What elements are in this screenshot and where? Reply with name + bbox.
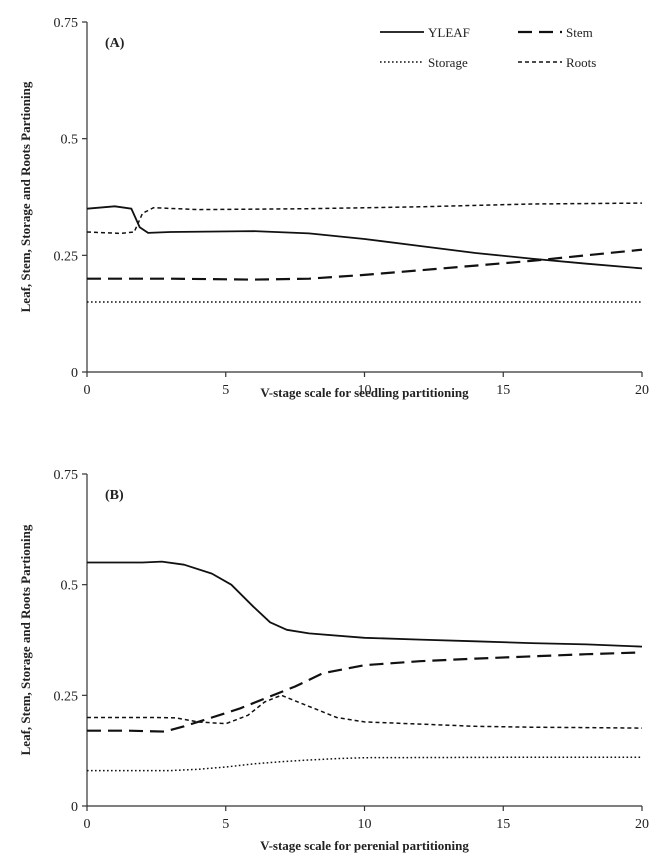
x-tick-label: 0 bbox=[84, 817, 91, 832]
panel-label: (B) bbox=[105, 488, 124, 503]
y-tick-label: 0.75 bbox=[54, 468, 79, 483]
legend-label-roots: Roots bbox=[566, 55, 596, 70]
legend-label-storage: Storage bbox=[428, 55, 468, 70]
series-line-stem bbox=[87, 651, 643, 733]
series-line-roots bbox=[86, 202, 643, 235]
x-tick-label: 10 bbox=[358, 817, 372, 832]
y-tick-label: 0 bbox=[71, 366, 78, 381]
series-line-yleaf bbox=[87, 560, 643, 648]
x-axis-title: V-stage scale for perenial partitioning bbox=[260, 838, 469, 853]
legend: YLEAF Stem Storage Roots bbox=[380, 25, 596, 70]
series-line-stem bbox=[87, 248, 643, 281]
x-tick-label: 0 bbox=[84, 383, 91, 398]
x-tick-label: 20 bbox=[635, 383, 649, 398]
y-tick-label: 0.5 bbox=[61, 133, 79, 148]
y-tick-label: 0.75 bbox=[54, 16, 79, 31]
y-tick-label: 0 bbox=[71, 800, 78, 815]
series-line-yleaf bbox=[86, 205, 643, 270]
x-tick-label: 15 bbox=[496, 817, 510, 832]
series-line-storage bbox=[87, 756, 642, 772]
panel-label: (A) bbox=[105, 36, 125, 51]
x-tick-label: 20 bbox=[635, 817, 649, 832]
series-line-roots bbox=[87, 694, 643, 729]
y-tick-label: 0.5 bbox=[61, 579, 79, 594]
y-axis-title: Leaf, Stem, Storage and Roots Partioning bbox=[18, 524, 33, 755]
chart-panel-a: 0 5 10 15 20 0 0.25 0.5 0.75 V-stage scale for se… bbox=[18, 16, 649, 400]
legend-label-stem: Stem bbox=[566, 25, 593, 40]
y-tick-label: 0.25 bbox=[54, 689, 79, 704]
x-axis-title: V-stage scale for seedling partitioning bbox=[260, 385, 469, 400]
x-tick-label: 15 bbox=[496, 383, 510, 398]
y-axis-title: Leaf, Stem, Storage and Roots Partioning bbox=[18, 81, 33, 312]
x-tick-label: 5 bbox=[222, 817, 229, 832]
legend-label-yleaf: YLEAF bbox=[428, 25, 470, 40]
x-tick-label: 10 bbox=[358, 383, 372, 398]
x-tick-label: 5 bbox=[222, 383, 229, 398]
chart-panel-b: 0 5 10 15 20 0 0.25 0.5 0.75 V-stage scale for pe… bbox=[18, 468, 649, 853]
y-tick-label: 0.25 bbox=[54, 249, 79, 264]
